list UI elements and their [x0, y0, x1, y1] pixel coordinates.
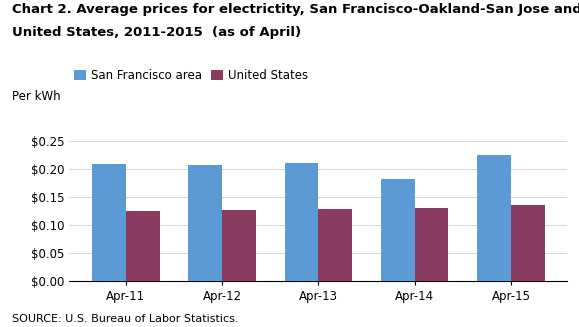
- Text: Chart 2. Average prices for electrictity, San Francisco-Oakland-San Jose and the: Chart 2. Average prices for electrictity…: [12, 3, 579, 16]
- Text: Per kWh: Per kWh: [12, 90, 60, 103]
- Bar: [511, 205, 545, 281]
- Bar: [285, 163, 318, 281]
- Text: United States, 2011-2015  (as of April): United States, 2011-2015 (as of April): [12, 26, 301, 39]
- Bar: [477, 155, 511, 281]
- Bar: [415, 208, 449, 281]
- Bar: [126, 211, 160, 281]
- Bar: [318, 210, 352, 281]
- Bar: [222, 210, 256, 281]
- Text: SOURCE: U.S. Bureau of Labor Statistics.: SOURCE: U.S. Bureau of Labor Statistics.: [12, 314, 238, 324]
- Bar: [381, 179, 415, 281]
- Bar: [188, 164, 222, 281]
- Bar: [92, 164, 126, 281]
- Legend: San Francisco area, United States: San Francisco area, United States: [69, 65, 313, 87]
